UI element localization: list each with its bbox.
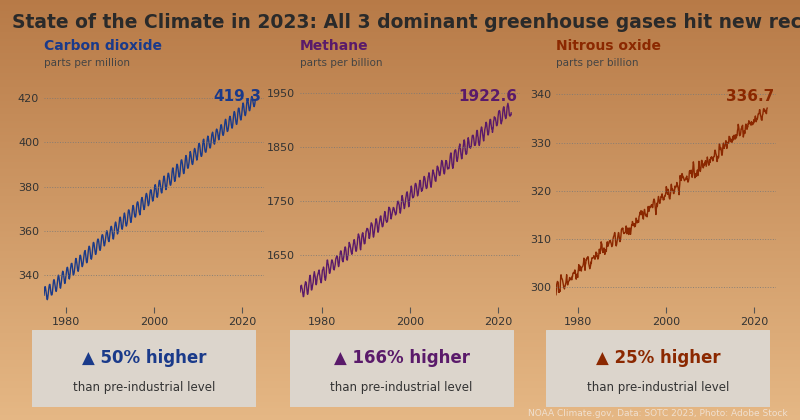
FancyBboxPatch shape: [27, 330, 261, 407]
Text: than pre-industrial level: than pre-industrial level: [330, 381, 473, 394]
Text: 1922.6: 1922.6: [459, 89, 518, 104]
Text: NOAA Climate.gov, Data: SOTC 2023, Photo: Adobe Stock: NOAA Climate.gov, Data: SOTC 2023, Photo…: [528, 409, 788, 418]
Text: parts per million: parts per million: [44, 58, 130, 68]
Text: than pre-industrial level: than pre-industrial level: [73, 381, 215, 394]
Text: 419.3: 419.3: [214, 89, 262, 104]
Text: Carbon dioxide: Carbon dioxide: [44, 39, 162, 52]
Text: parts per billion: parts per billion: [556, 58, 638, 68]
Text: than pre-industrial level: than pre-industrial level: [587, 381, 730, 394]
Text: ▲ 166% higher: ▲ 166% higher: [334, 349, 470, 368]
Text: 336.7: 336.7: [726, 89, 774, 104]
Text: Nitrous oxide: Nitrous oxide: [556, 39, 661, 52]
FancyBboxPatch shape: [285, 330, 518, 407]
Text: Methane: Methane: [300, 39, 369, 52]
Text: parts per billion: parts per billion: [300, 58, 382, 68]
Text: ▲ 50% higher: ▲ 50% higher: [82, 349, 206, 368]
FancyBboxPatch shape: [542, 330, 775, 407]
Text: State of the Climate in 2023: All 3 dominant greenhouse gases hit new record hig: State of the Climate in 2023: All 3 domi…: [12, 13, 800, 32]
Text: ▲ 25% higher: ▲ 25% higher: [596, 349, 721, 368]
